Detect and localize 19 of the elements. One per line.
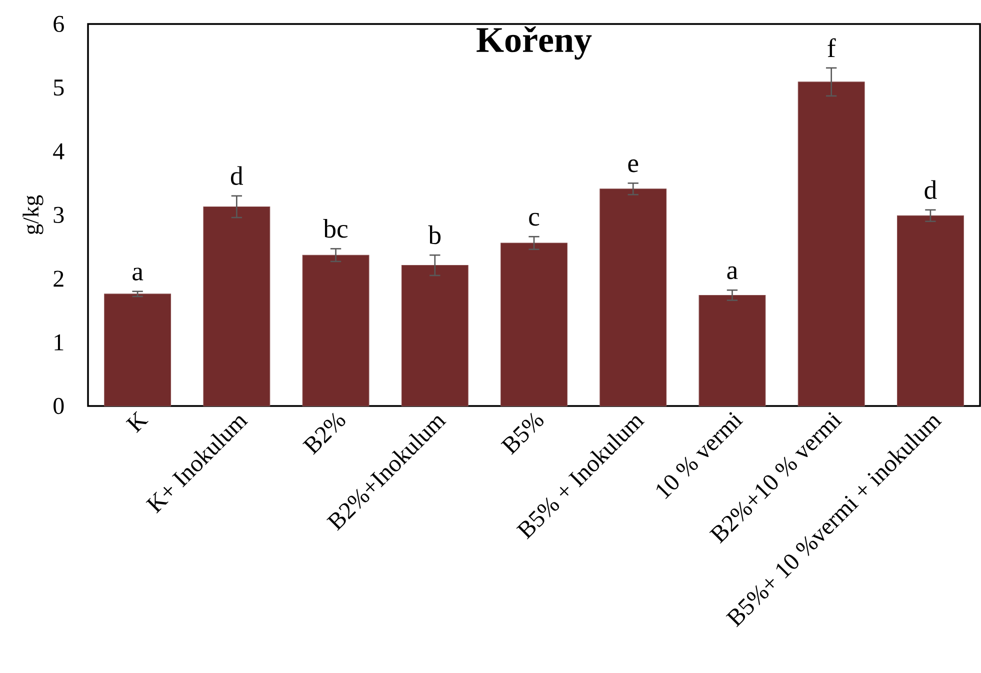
annotation: bc (323, 219, 348, 238)
y-tick-label: 1 (54, 334, 64, 350)
y-tick-label: 2 (54, 270, 64, 287)
annotation: a (727, 266, 738, 280)
annotation: d (924, 180, 937, 199)
y-tick-label: 5 (54, 80, 64, 96)
annotation: d (230, 166, 244, 185)
annotation: a (132, 268, 144, 280)
annotation: e (628, 159, 638, 172)
y-tick-label: 0 (54, 398, 64, 414)
y-tick-label: 6 (54, 16, 64, 32)
y-axis-title: g/kg (22, 195, 44, 234)
chart-title: Kořeny (476, 26, 592, 60)
annotation: c (529, 212, 540, 226)
y-tick-label: 3 (54, 206, 64, 224)
y-tick-label: 4 (53, 143, 64, 160)
annotation: b (428, 225, 441, 244)
annotation: f (828, 38, 836, 57)
x-tick-label: K (126, 411, 149, 434)
